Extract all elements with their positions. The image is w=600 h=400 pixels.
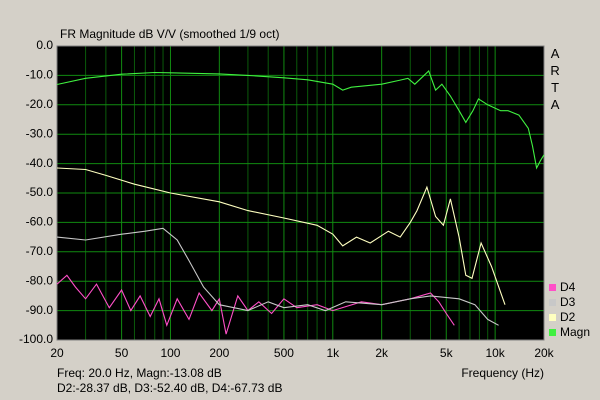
- y-tick-label: 0.0: [36, 38, 53, 52]
- legend-swatch: [549, 329, 556, 336]
- y-tick-label: -70.0: [26, 244, 54, 258]
- x-tick-label: 20k: [534, 346, 554, 360]
- x-tick-label: 5k: [440, 346, 454, 360]
- x-tick-label: 10k: [485, 346, 505, 360]
- series-line: [56, 70, 545, 170]
- legend-label: D2: [560, 310, 576, 324]
- legend-label: Magn: [560, 325, 590, 339]
- x-tick-label: 200: [209, 346, 229, 360]
- y-tick-label: -30.0: [26, 126, 54, 140]
- x-tick-label: 500: [274, 346, 294, 360]
- legend-swatch: [549, 284, 556, 291]
- series-line: [56, 167, 506, 305]
- legend-swatch: [549, 314, 556, 321]
- legend-label: D3: [560, 295, 576, 309]
- y-tick-label: -100.0: [19, 332, 53, 346]
- cursor-readout: D2:-28.37 dB, D3:-52.40 dB, D4:-67.73 dB: [57, 381, 282, 395]
- y-tick-label: -40.0: [26, 156, 54, 170]
- x-tick-label: 1k: [326, 346, 340, 360]
- x-tick-label: 20: [50, 346, 64, 360]
- y-tick-label: -90.0: [26, 303, 54, 317]
- y-tick-label: -50.0: [26, 185, 54, 199]
- y-tick-label: -20.0: [26, 97, 54, 111]
- x-tick-label: 100: [160, 346, 180, 360]
- series-line: [56, 227, 499, 326]
- chart-title: FR Magnitude dB V/V (smoothed 1/9 oct): [60, 27, 279, 41]
- legend-label: D4: [560, 280, 576, 294]
- y-tick-label: -80.0: [26, 273, 54, 287]
- legend-swatch: [549, 299, 556, 306]
- y-tick-label: -60.0: [26, 215, 54, 229]
- plot-border: [56, 45, 545, 341]
- x-tick-label: 50: [115, 346, 129, 360]
- watermark: ARTA: [548, 46, 563, 114]
- y-tick-label: -10.0: [26, 68, 54, 82]
- x-axis-label: Frequency (Hz): [461, 366, 544, 380]
- cursor-readout: Freq: 20.0 Hz, Magn:-13.08 dB: [57, 366, 222, 380]
- x-tick-label: 2k: [375, 346, 389, 360]
